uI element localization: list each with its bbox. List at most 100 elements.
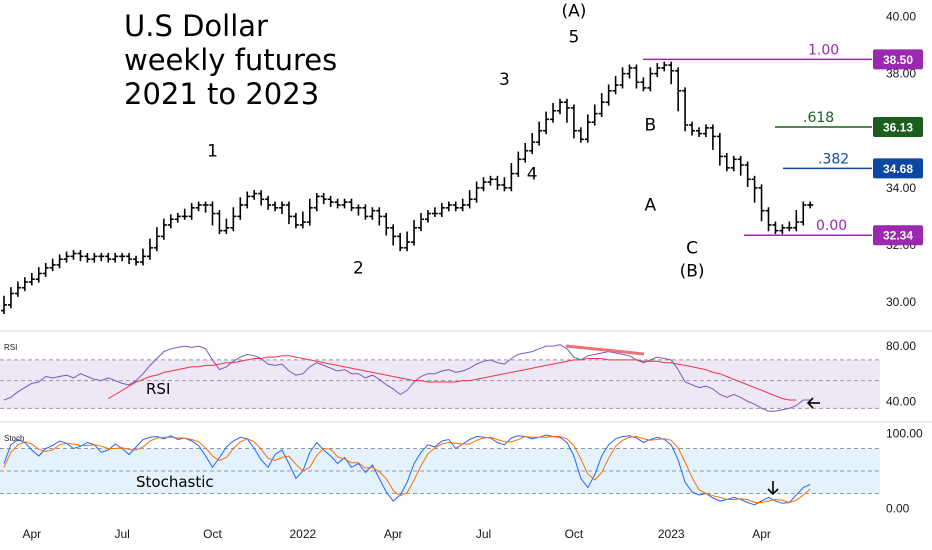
price-bar [188, 202, 195, 220]
price-bar [807, 201, 814, 209]
price-bar [612, 75, 619, 95]
time-tick-label: Apr [22, 527, 41, 541]
price-bar [251, 190, 258, 200]
price-bar [682, 87, 689, 132]
stochastic-label: Stochastic [136, 473, 214, 491]
price-bar [744, 161, 751, 187]
price-bar [362, 204, 369, 220]
stochastic-d-line [3, 435, 811, 504]
price-bar [299, 211, 306, 229]
rsi-line [3, 344, 811, 412]
price-bar [716, 133, 723, 166]
price-bar [369, 207, 376, 220]
price-bar [779, 224, 786, 235]
stochastic-panel-name: Stoch [4, 434, 24, 443]
wave-label: C [686, 238, 698, 258]
price-bar [404, 231, 411, 252]
price-bar [14, 281, 21, 297]
price-bar [272, 201, 279, 212]
fib-price-tag-text: 38.50 [883, 53, 913, 67]
rsi-band [0, 359, 880, 409]
price-bar [7, 287, 14, 309]
fib-price-tag-text: 32.34 [883, 229, 913, 243]
fib-price-tag-text: 34.68 [883, 162, 913, 176]
price-bar [709, 124, 716, 150]
price-bar [133, 255, 140, 266]
price-bar [626, 64, 633, 79]
stochastic-tick-label: 100.00 [886, 427, 923, 441]
price-bar [696, 127, 702, 138]
price-bar [452, 201, 459, 212]
fib-ratio-label: 0.00 [816, 218, 847, 234]
price-bar [320, 192, 327, 205]
price-bar [633, 64, 640, 89]
price-bar [397, 232, 404, 252]
price-bar [98, 252, 105, 262]
price-bar [42, 262, 49, 277]
wave-label: 4 [527, 164, 538, 184]
price-bar [431, 207, 438, 217]
price-bar [522, 143, 529, 163]
time-tick-label: Apr [752, 527, 771, 541]
price-bar [341, 198, 348, 209]
wave-label: (B) [680, 261, 705, 281]
price-bar [730, 155, 737, 172]
price-bar [327, 195, 334, 207]
rsi-tick-label: 40.00 [886, 394, 916, 408]
title-line-3: 2021 to 2023 [124, 77, 319, 111]
price-bar [63, 251, 70, 263]
fib-ratio-label: .618 [803, 110, 834, 126]
title-line-1: U.S Dollar [124, 9, 268, 43]
price-tick-label: 34.00 [886, 181, 916, 195]
time-tick-label: Jul [476, 527, 491, 541]
price-bar [536, 121, 543, 146]
price-bar [501, 177, 508, 192]
price-bar [21, 277, 28, 292]
wave-label: A [645, 196, 657, 216]
wave-label: 1 [207, 141, 218, 161]
price-bar [508, 163, 515, 192]
price-bar [244, 191, 251, 209]
price-bar [56, 254, 63, 269]
price-bar [737, 155, 744, 176]
price-bar [584, 114, 591, 143]
price-bar [494, 175, 501, 190]
price-bar [126, 252, 133, 265]
price-bar [480, 177, 487, 192]
stochastic-axis: 0.00 100.00 [886, 427, 923, 516]
price-bar [160, 218, 167, 240]
price-bar [543, 111, 550, 135]
price-bar [619, 67, 626, 89]
stochastic-panel: 0.00 100.00 Stoch Stochastic [0, 427, 923, 516]
price-tick-label: 40.00 [886, 10, 916, 24]
price-bar [557, 98, 563, 115]
time-tick-label: Oct [203, 527, 222, 541]
stochastic-tick-label: 0.00 [886, 502, 910, 516]
price-bar [202, 201, 209, 213]
time-tick-label: 2023 [658, 527, 685, 541]
wave-labels: 1 2 3 4 (A) 5 B A C (B) [207, 2, 704, 282]
fib-price-tag [873, 225, 923, 246]
price-bar [466, 190, 473, 209]
price-bar [418, 212, 424, 232]
price-bar [654, 63, 661, 78]
price-bar [383, 212, 390, 236]
price-bar [411, 220, 418, 246]
price-bar [515, 151, 522, 177]
fib-price-tag [873, 158, 923, 179]
price-bar [487, 175, 494, 186]
price-bar [689, 121, 696, 136]
price-bar [265, 195, 272, 210]
price-bar [605, 84, 612, 106]
price-bar [640, 77, 647, 92]
title-line-2: weekly futures [124, 43, 337, 77]
price-bar [334, 198, 341, 209]
rsi-divergence-line [565, 344, 645, 356]
wave-label: 5 [568, 27, 579, 47]
fib-price-tag [873, 49, 923, 70]
price-bar [35, 267, 42, 283]
price-bar [313, 192, 320, 212]
price-bar [661, 61, 668, 72]
